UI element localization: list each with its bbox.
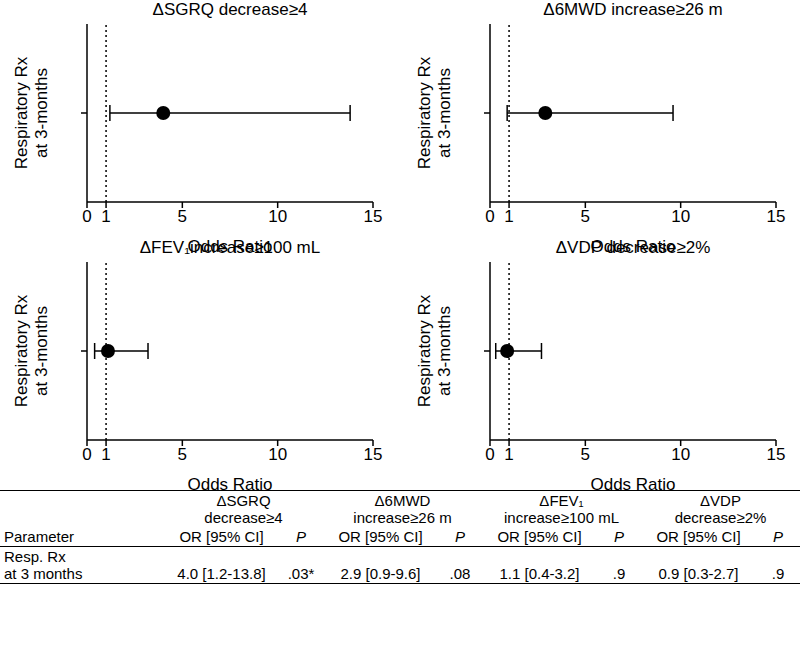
html-text:ΔSGRQ decrease≥4: ΔSGRQ decrease≥4 <box>152 0 308 19</box>
svg-text:10: 10 <box>268 207 287 226</box>
html-text:OR [95% CI]: OR [95% CI] <box>338 528 423 545</box>
html-text:at 3 months: at 3 months <box>4 565 83 582</box>
svg-text:1: 1 <box>101 207 110 226</box>
html-text:1.1 [0.4-3.2]: 1.1 [0.4-3.2] <box>499 565 580 582</box>
svg-text:Odds Ratio: Odds Ratio <box>590 475 675 492</box>
html-text:Parameter: Parameter <box>4 528 74 545</box>
html-text:4.0 [1.2-13.8]: 4.0 [1.2-13.8] <box>177 565 266 582</box>
html-text:decrease≥4: decrease≥4 <box>204 509 283 526</box>
svg-text:15: 15 <box>767 445 786 464</box>
svg-text:Respiratory Rxat 3-months: Respiratory Rxat 3-months <box>12 56 51 169</box>
svg-text:0: 0 <box>485 207 494 226</box>
svg-text:10: 10 <box>671 207 690 226</box>
html-text:.9: .9 <box>771 565 785 582</box>
html-text:increase≥100 mL: increase≥100 mL <box>504 509 619 526</box>
svg-text:10: 10 <box>268 445 287 464</box>
svg-text:10: 10 <box>671 445 690 464</box>
html-text:.08: .08 <box>449 565 471 582</box>
html-text:P: P <box>773 528 783 545</box>
html-text:ΔFEV₁increase≥100 mL: ΔFEV₁increase≥100 mL <box>139 238 321 257</box>
html-text:.03*: .03* <box>287 565 315 582</box>
html-text:OR [95% CI]: OR [95% CI] <box>497 528 582 545</box>
html-text:increase≥26 m: increase≥26 m <box>353 509 452 526</box>
svg-text:15: 15 <box>364 445 383 464</box>
svg-text:5: 5 <box>581 445 590 464</box>
svg-text:Odds Ratio: Odds Ratio <box>187 475 272 492</box>
html-text:ΔVDP decrease≥2%: ΔVDP decrease≥2% <box>555 238 711 257</box>
html-text:OR [95% CI]: OR [95% CI] <box>656 528 741 545</box>
svg-text:Respiratory Rxat 3-months: Respiratory Rxat 3-months <box>415 294 454 407</box>
html-text:2.9 [0.9-9.6]: 2.9 [0.9-9.6] <box>340 565 421 582</box>
html-text:ΔVDP: ΔVDP <box>700 492 741 509</box>
svg-text:5: 5 <box>178 207 187 226</box>
html-text:OR [95% CI]: OR [95% CI] <box>179 528 264 545</box>
html-text:.9: .9 <box>612 565 626 582</box>
html-text:Resp. Rx: Resp. Rx <box>4 548 66 565</box>
html-text:P: P <box>296 528 306 545</box>
html-text:Δ6MWD increase≥26 m: Δ6MWD increase≥26 m <box>543 0 723 19</box>
html-text:decrease≥2%: decrease≥2% <box>674 509 767 526</box>
svg-text:15: 15 <box>364 207 383 226</box>
svg-text:5: 5 <box>178 445 187 464</box>
html-text:ΔSGRQ: ΔSGRQ <box>216 492 271 509</box>
html-text:ΔFEV₁: ΔFEV₁ <box>539 492 584 509</box>
html-text:Δ6MWD: Δ6MWD <box>374 492 431 509</box>
svg-text:15: 15 <box>767 207 786 226</box>
html-text:0.9 [0.3-2.7]: 0.9 [0.3-2.7] <box>658 565 739 582</box>
svg-text:Respiratory Rxat 3-months: Respiratory Rxat 3-months <box>12 294 51 407</box>
html-text:P: P <box>614 528 624 545</box>
svg-text:1: 1 <box>504 445 513 464</box>
svg-text:Respiratory Rxat 3-months: Respiratory Rxat 3-months <box>415 56 454 169</box>
svg-text:5: 5 <box>581 207 590 226</box>
svg-text:0: 0 <box>82 207 91 226</box>
html-text:P: P <box>455 528 465 545</box>
svg-text:0: 0 <box>82 445 91 464</box>
svg-text:0: 0 <box>485 445 494 464</box>
svg-text:1: 1 <box>504 207 513 226</box>
svg-text:1: 1 <box>101 445 110 464</box>
